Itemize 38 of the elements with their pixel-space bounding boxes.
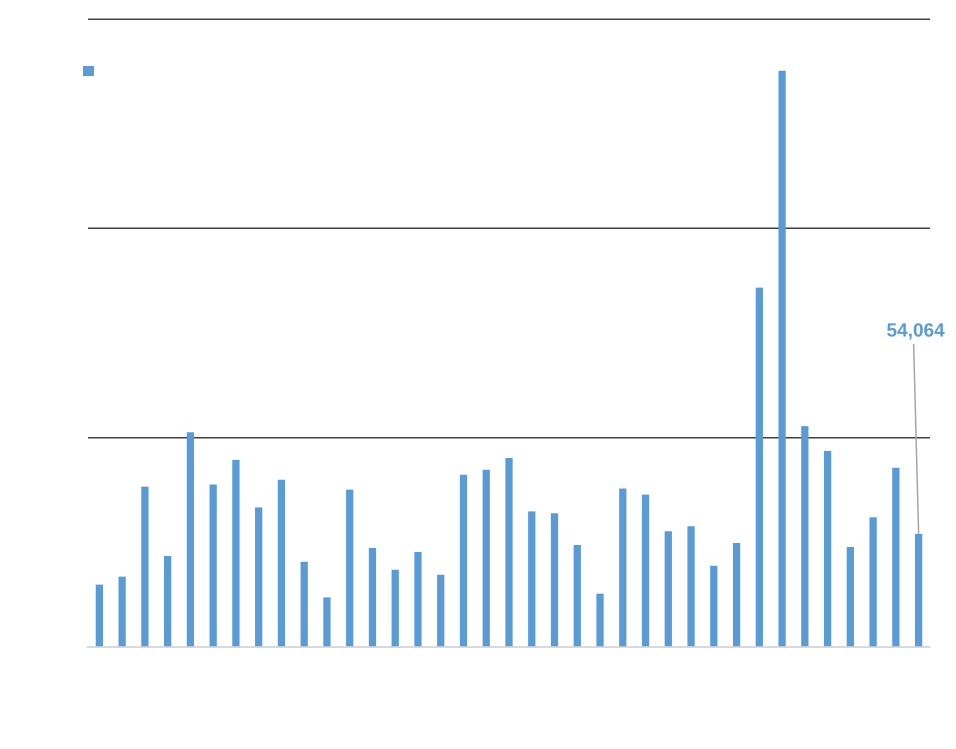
bar: [892, 468, 900, 646]
bar: [460, 474, 468, 646]
bar: [824, 450, 832, 646]
bar: [96, 584, 104, 646]
bar: [164, 556, 172, 646]
bar: [687, 526, 695, 646]
bar: [550, 513, 558, 646]
bar: [619, 488, 626, 646]
bar: [323, 597, 331, 646]
bar: [914, 534, 922, 646]
bar: [255, 507, 262, 646]
bar: [232, 460, 240, 646]
bar: [732, 542, 740, 646]
bar: [141, 486, 149, 646]
bar: [801, 426, 808, 646]
data-label: 54,064: [886, 320, 946, 342]
bar: [596, 594, 604, 646]
bar: [300, 562, 308, 646]
bar: [505, 458, 513, 646]
bar: [664, 531, 672, 646]
bar: [482, 470, 490, 646]
bar: [574, 545, 581, 646]
bar: [437, 574, 444, 646]
bar: [414, 552, 422, 646]
bar: [278, 480, 286, 646]
bar: [710, 566, 718, 646]
bar: [756, 288, 763, 646]
bar: [392, 570, 399, 646]
bar: [346, 490, 354, 646]
bar: [118, 576, 126, 646]
bar: [210, 484, 217, 646]
bar: [528, 511, 536, 646]
bar: [778, 70, 786, 646]
bar: [846, 546, 854, 646]
bar: [186, 432, 194, 646]
bar: [642, 494, 650, 646]
bar: [368, 548, 376, 646]
bar: [869, 517, 877, 646]
